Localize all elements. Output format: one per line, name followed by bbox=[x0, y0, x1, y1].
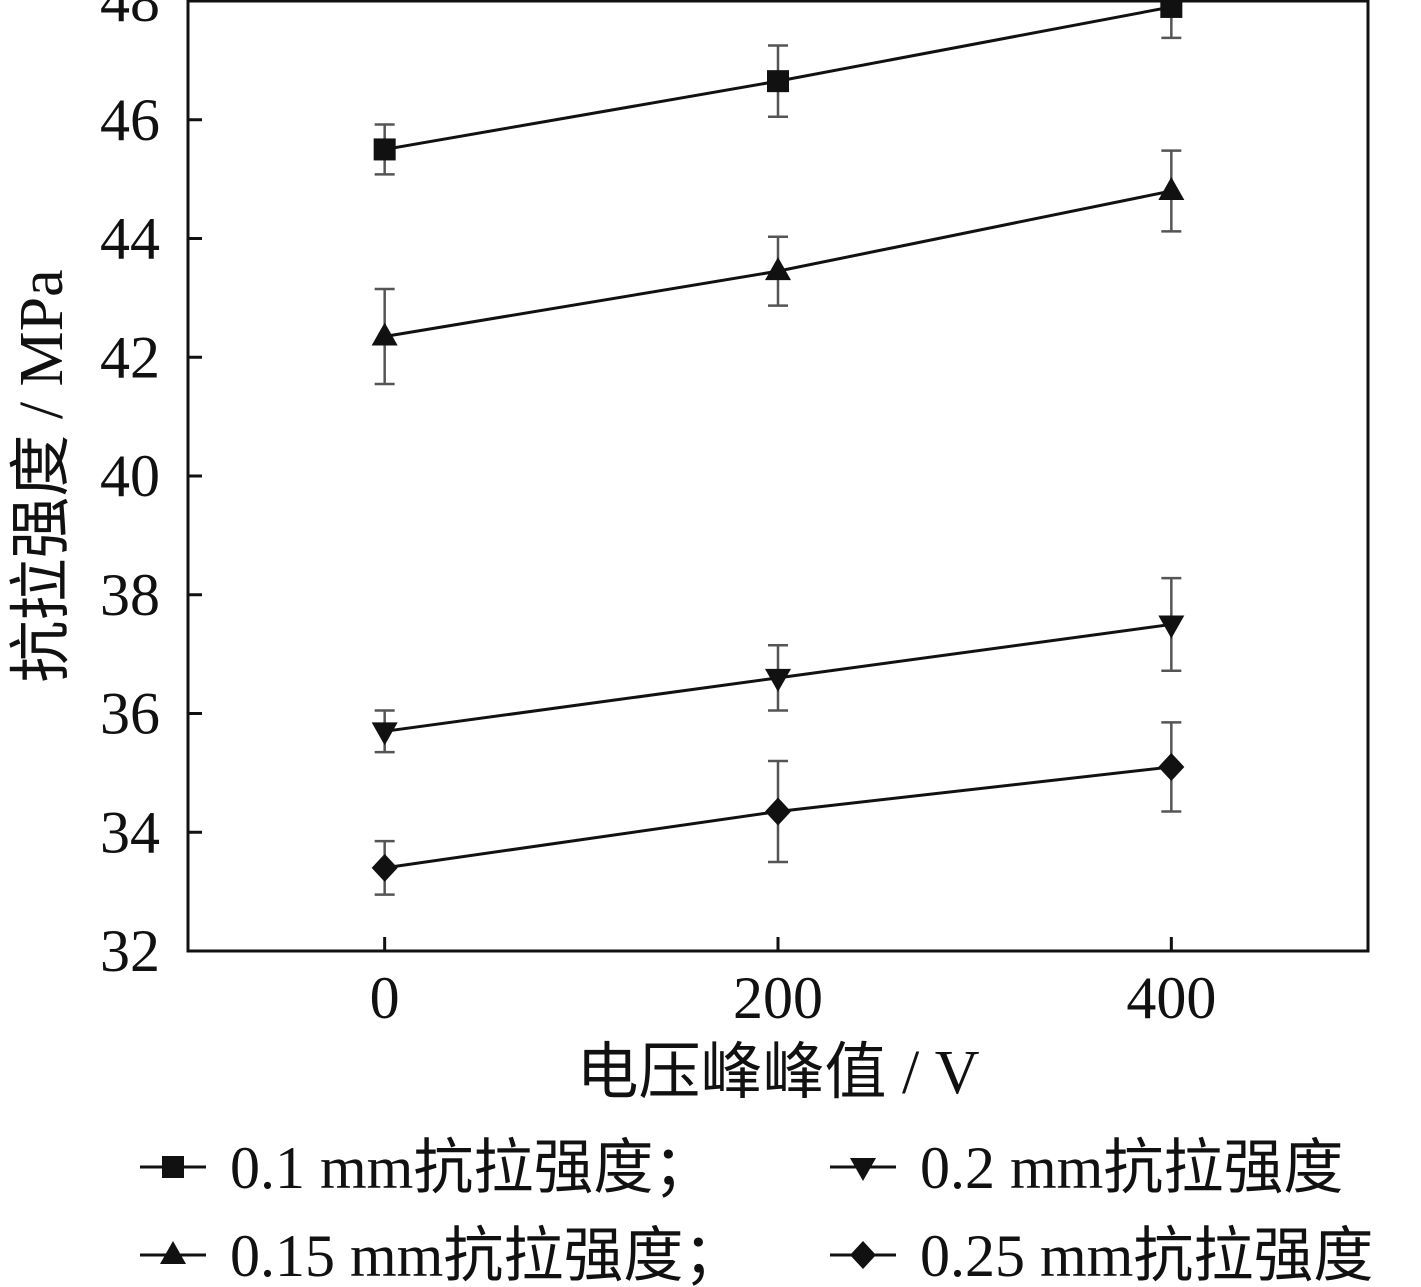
x-tick-label: 400 bbox=[1126, 965, 1216, 1031]
legend-marker bbox=[160, 1241, 186, 1264]
series-layer bbox=[371, 0, 1185, 896]
x-tick-label: 200 bbox=[733, 965, 823, 1031]
y-axis-label: 抗拉强度 / MPa bbox=[8, 269, 76, 682]
data-point bbox=[1158, 615, 1185, 639]
legend: 0.1 mm抗拉强度； 0.15 mm抗拉强度； 0.2 mm抗拉强度 0.25 mm… bbox=[140, 1135, 1373, 1287]
y-tick-label: 42 bbox=[100, 324, 160, 390]
data-point bbox=[371, 722, 398, 746]
data-point bbox=[1158, 752, 1185, 781]
y-tick-label: 34 bbox=[100, 799, 160, 865]
y-tick-label: 44 bbox=[100, 206, 160, 272]
data-point bbox=[373, 138, 396, 161]
data-point bbox=[765, 797, 791, 826]
x-axis: 0 200 400 bbox=[370, 937, 1216, 1031]
legend-marker bbox=[162, 1156, 184, 1178]
legend-label: 0.25 mm抗拉强度 bbox=[920, 1223, 1373, 1287]
series-4 bbox=[371, 721, 1185, 896]
y-tick-label: 32 bbox=[100, 918, 160, 984]
x-tick-label: 0 bbox=[370, 965, 400, 1031]
x-axis-label: 电压峰峰值 / V bbox=[576, 1039, 979, 1107]
legend-item: 0.25 mm抗拉强度 bbox=[830, 1223, 1373, 1287]
y-tick-label: 46 bbox=[100, 87, 160, 153]
legend-item: 0.1 mm抗拉强度； bbox=[140, 1135, 713, 1201]
legend-label: 0.2 mm抗拉强度 bbox=[920, 1135, 1343, 1201]
legend-item: 0.15 mm抗拉强度； bbox=[140, 1223, 743, 1287]
data-point bbox=[371, 322, 398, 346]
y-axis: 32 34 36 38 40 42 44 46 48 bbox=[100, 0, 202, 984]
legend-label: 0.15 mm抗拉强度； bbox=[230, 1223, 743, 1287]
y-tick-label: 36 bbox=[100, 681, 160, 747]
legend-label: 0.1 mm抗拉强度； bbox=[230, 1135, 713, 1201]
legend-marker bbox=[850, 1158, 876, 1181]
data-point bbox=[371, 853, 398, 882]
y-tick-label: 48 bbox=[100, 0, 160, 34]
y-tick-label: 40 bbox=[100, 443, 160, 509]
legend-item: 0.2 mm抗拉强度 bbox=[830, 1135, 1343, 1201]
data-point bbox=[1158, 177, 1185, 200]
data-point bbox=[765, 257, 791, 281]
y-tick-label: 38 bbox=[100, 562, 160, 628]
data-point bbox=[765, 668, 791, 692]
series-1 bbox=[373, 0, 1183, 176]
legend-marker bbox=[850, 1241, 876, 1269]
series-3 bbox=[371, 576, 1185, 754]
data-point bbox=[767, 70, 789, 93]
data-point bbox=[1160, 0, 1183, 18]
series-2 bbox=[371, 149, 1185, 386]
